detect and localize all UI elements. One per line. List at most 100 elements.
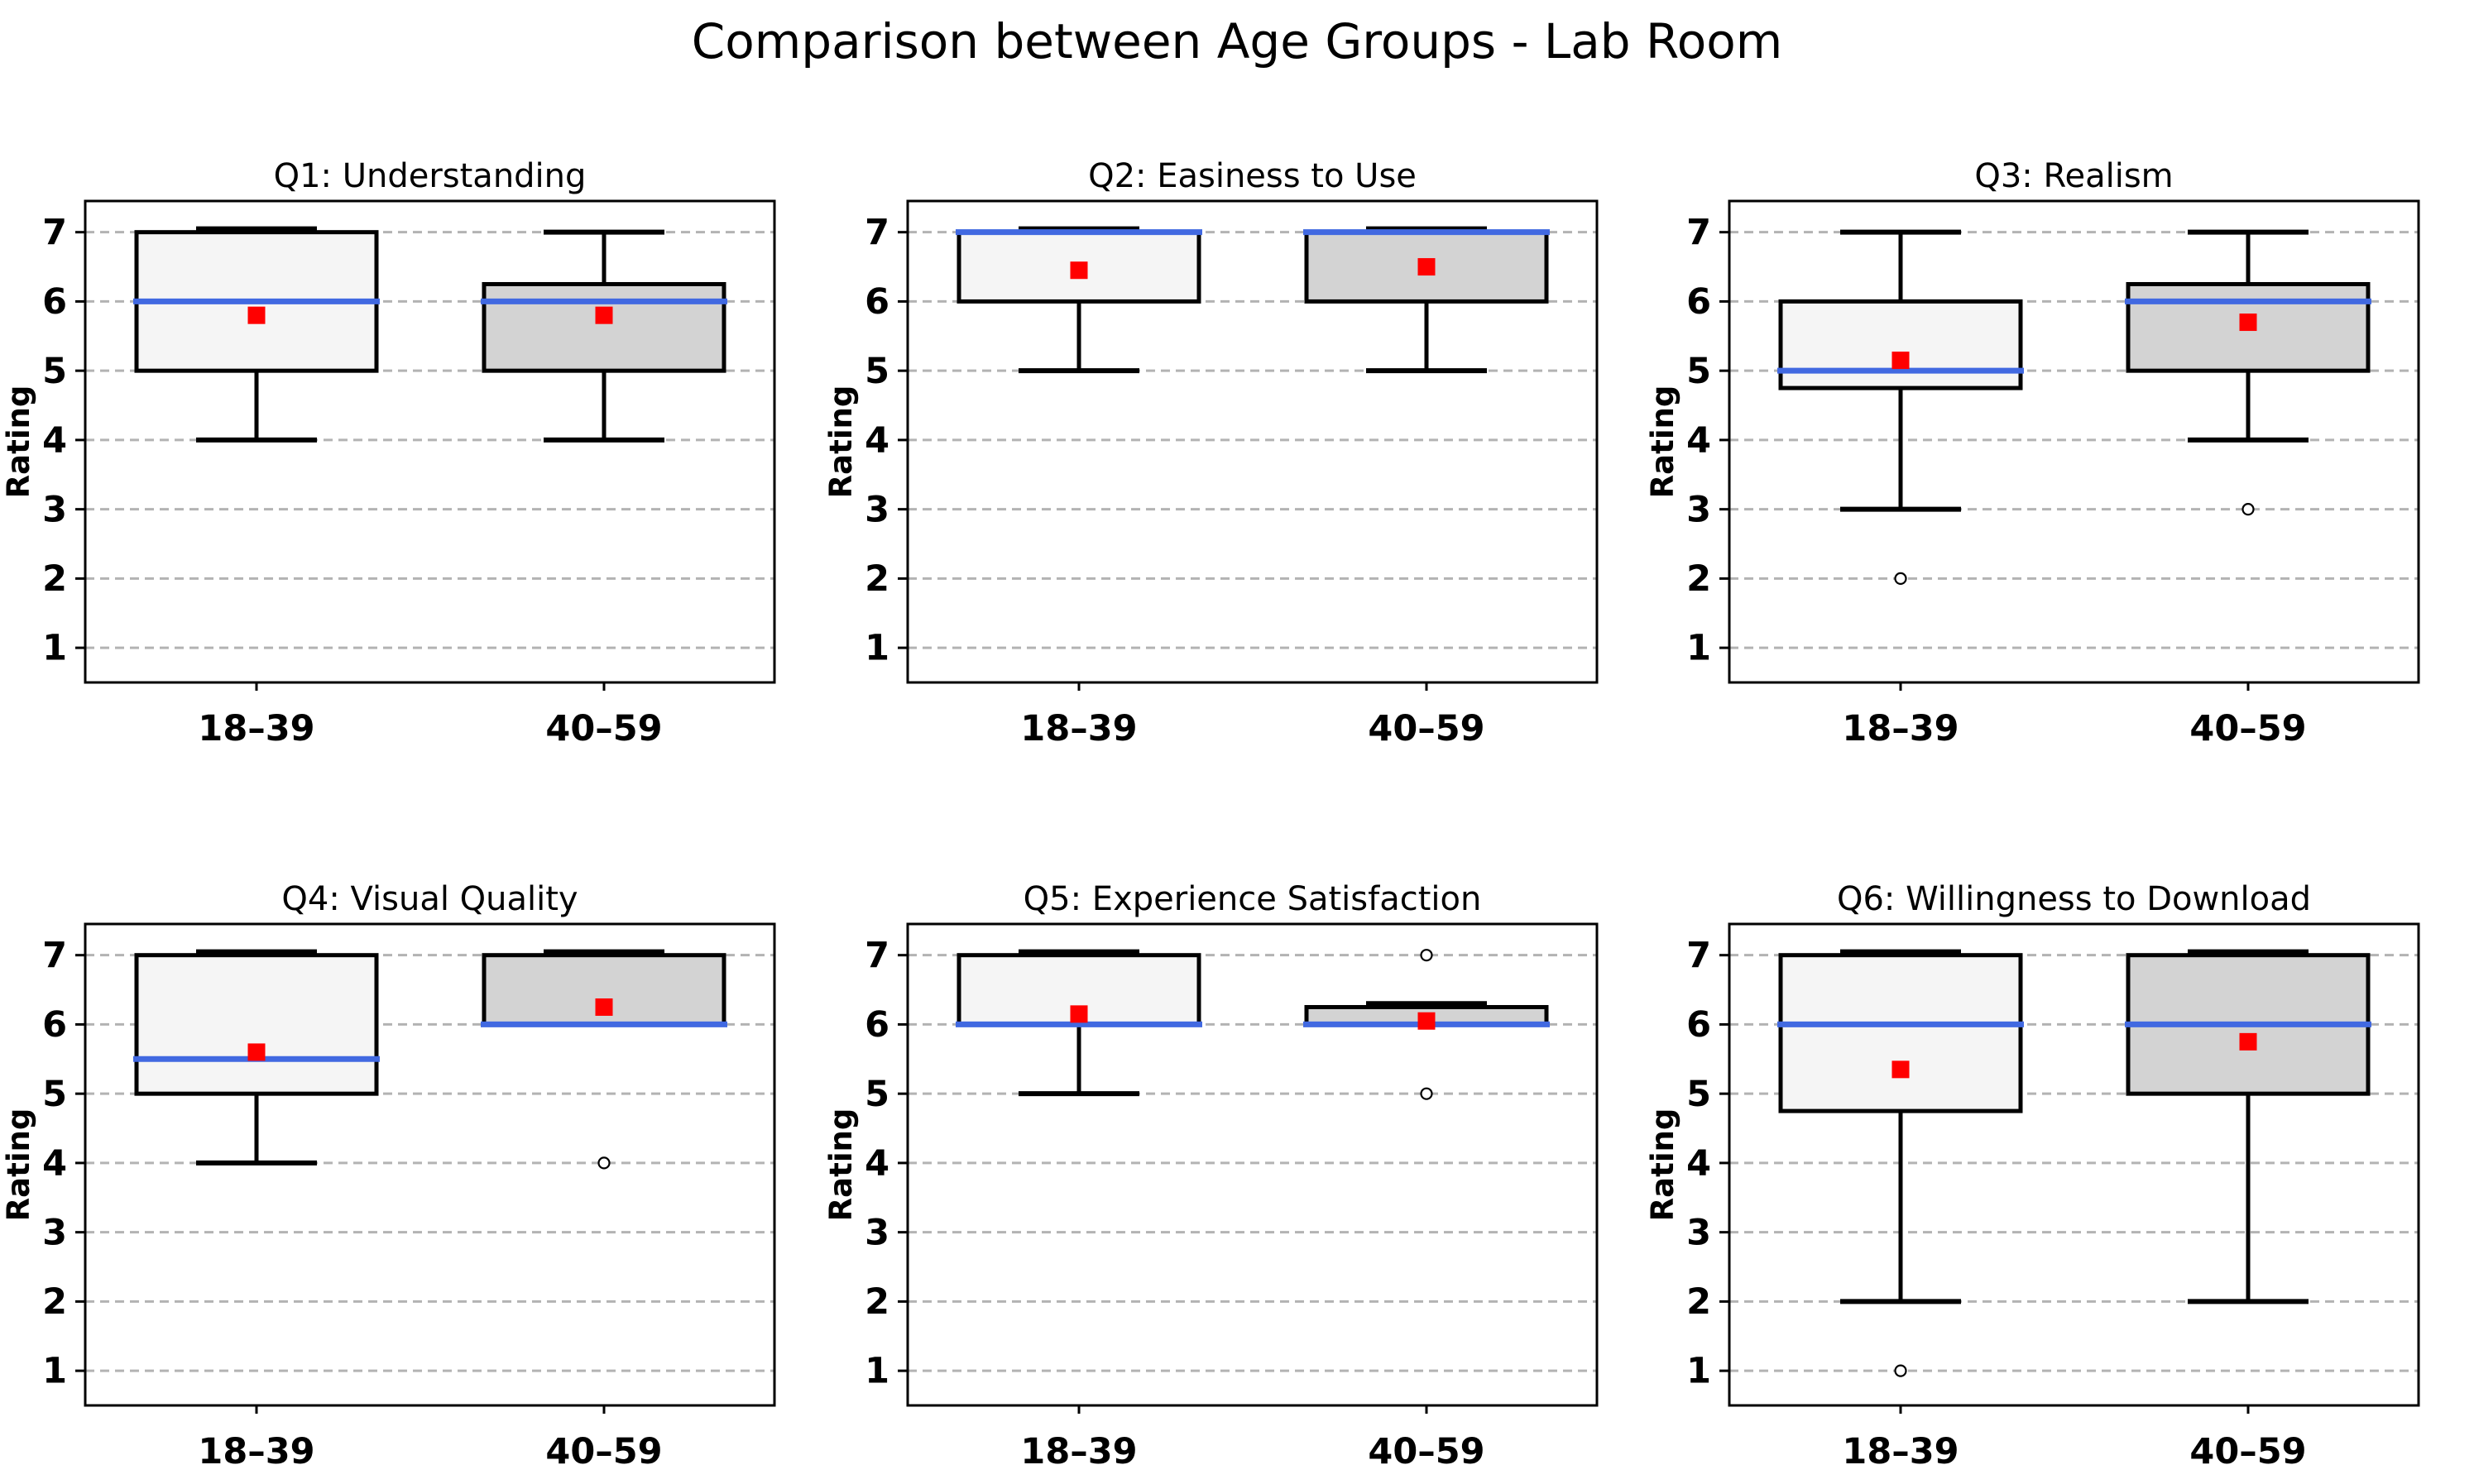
- mean-marker: [1070, 261, 1088, 280]
- box-18-39: [1778, 953, 2023, 1113]
- mean-marker: [595, 306, 613, 324]
- y-tick-label: 4: [1686, 1143, 1711, 1185]
- mean-marker: [1417, 258, 1436, 276]
- mean-marker: [247, 1043, 266, 1061]
- mean-marker: [1070, 1005, 1088, 1023]
- y-tick-label: 2: [42, 1281, 67, 1323]
- subplot-title: Q5: Experience Satisfaction: [1024, 880, 1482, 918]
- mean-marker: [2239, 314, 2257, 332]
- mean-marker: [1417, 1012, 1436, 1030]
- y-tick-label: 3: [42, 489, 67, 530]
- outlier-point: [1894, 572, 1907, 585]
- y-tick-label: 2: [42, 558, 67, 600]
- box-18-39: [134, 953, 379, 1096]
- axes-frame: [84, 199, 776, 684]
- y-tick-label: 6: [42, 1004, 67, 1046]
- y-tick-label: 4: [42, 420, 67, 462]
- y-tick-label: 5: [865, 1074, 889, 1115]
- y-tick-label: 6: [1686, 281, 1711, 323]
- y-tick-label: 1: [865, 628, 889, 669]
- y-axis-label: Rating: [823, 385, 859, 499]
- y-tick-label: 3: [42, 1212, 67, 1253]
- axes-frame: [1728, 922, 2420, 1407]
- x-tick-label: 40–59: [2189, 708, 2306, 749]
- subplot-q5: 1 2 3 4 5 6 7 18–39 40–59 Q5: Experience Satisfac…: [823, 880, 1599, 1472]
- x-tick-label: 18–39: [1020, 708, 1137, 749]
- y-tick-label: 7: [42, 212, 67, 253]
- y-tick-label: 5: [42, 351, 67, 392]
- x-tick-label: 40–59: [545, 708, 662, 749]
- y-tick-label: 6: [42, 281, 67, 323]
- x-tick-label: 18–39: [198, 1431, 314, 1472]
- y-tick-label: 5: [42, 1074, 67, 1115]
- x-tick-label: 18–39: [1020, 1431, 1137, 1472]
- y-tick-label: 3: [865, 1212, 889, 1253]
- y-tick-label: 1: [1686, 1351, 1711, 1392]
- y-tick-label: 4: [865, 1143, 889, 1185]
- y-tick-label: 1: [42, 628, 67, 669]
- outlier-point: [1420, 1087, 1433, 1100]
- mean-marker: [247, 306, 266, 324]
- y-tick-label: 5: [865, 351, 889, 392]
- y-tick-label: 2: [1686, 558, 1711, 600]
- axes-frame: [84, 922, 776, 1407]
- mean-marker: [1891, 352, 1910, 370]
- outlier-point: [1420, 949, 1433, 962]
- y-tick-label: 7: [1686, 935, 1711, 976]
- x-tick-label: 40–59: [1368, 1431, 1484, 1472]
- y-tick-label: 4: [42, 1143, 67, 1185]
- y-tick-label: 5: [1686, 351, 1711, 392]
- y-tick-label: 7: [865, 935, 889, 976]
- box-40-59: [1304, 230, 1549, 304]
- y-tick-label: 7: [865, 212, 889, 253]
- y-tick-label: 2: [1686, 1281, 1711, 1323]
- box-40-59: [482, 281, 726, 373]
- subplot-title: Q1: Understanding: [274, 157, 587, 195]
- mean-marker: [595, 998, 613, 1016]
- x-tick-label: 18–39: [1842, 708, 1959, 749]
- y-tick-label: 6: [1686, 1004, 1711, 1046]
- x-tick-label: 18–39: [198, 708, 314, 749]
- y-tick-label: 5: [1686, 1074, 1711, 1115]
- x-tick-label: 18–39: [1842, 1431, 1959, 1472]
- subplot-title: Q2: Easiness to Use: [1088, 157, 1417, 195]
- y-tick-label: 2: [865, 558, 889, 600]
- subplot-title: Q6: Willingness to Download: [1837, 880, 2311, 918]
- y-tick-label: 1: [865, 1351, 889, 1392]
- y-tick-label: 2: [865, 1281, 889, 1323]
- x-tick-label: 40–59: [545, 1431, 662, 1472]
- y-tick-label: 6: [865, 1004, 889, 1046]
- mean-marker: [2239, 1032, 2257, 1051]
- y-axis-label: Rating: [1, 1108, 36, 1222]
- outlier-point: [597, 1156, 611, 1170]
- subplot-q2: 1 2 3 4 5 6 7 18–39 40–59 Q2: Easiness to Use Rati…: [823, 157, 1599, 749]
- y-tick-label: 6: [865, 281, 889, 323]
- y-tick-label: 7: [42, 935, 67, 976]
- mean-marker: [1891, 1060, 1910, 1079]
- subplot-q6: 1 2 3 4 5 6 7 18–39 40–59 Q6: Willingness to Down…: [1645, 880, 2420, 1472]
- x-tick-label: 40–59: [1368, 708, 1484, 749]
- axes-frame: [906, 922, 1599, 1407]
- outlier-point: [2241, 503, 2255, 516]
- y-tick-label: 4: [1686, 420, 1711, 462]
- y-axis-label: Rating: [823, 1108, 859, 1222]
- x-tick-label: 40–59: [2189, 1431, 2306, 1472]
- subplot-title: Q4: Visual Quality: [281, 880, 578, 918]
- y-tick-label: 7: [1686, 212, 1711, 253]
- figure-title: Comparison between Age Groups - Lab Room: [691, 13, 1783, 69]
- y-axis-label: Rating: [1, 385, 36, 499]
- subplot-q1: 1 2 3 4 5 6 7 18–39 40–59 Q1: Understanding Rating: [1, 157, 776, 749]
- axes-frame: [1728, 199, 2420, 684]
- subplot-title: Q3: Realism: [1974, 157, 2173, 195]
- box-18-39: [1778, 299, 2023, 390]
- y-tick-label: 4: [865, 420, 889, 462]
- axes-frame: [906, 199, 1599, 684]
- outlier-point: [1894, 1364, 1907, 1377]
- y-tick-label: 3: [1686, 489, 1711, 530]
- y-axis-label: Rating: [1645, 385, 1680, 499]
- y-tick-label: 1: [42, 1351, 67, 1392]
- y-axis-label: Rating: [1645, 1108, 1680, 1222]
- subplot-q3: 1 2 3 4 5 6 7 18–39 40–59 Q3: Realism Rating: [1645, 157, 2420, 749]
